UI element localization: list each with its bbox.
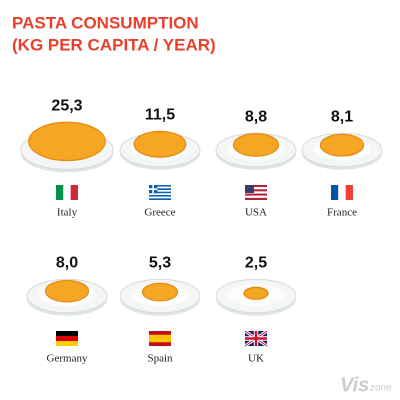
flag-part [149,193,171,195]
chart-subtitle: (KG PER CAPITA / YEAR) [12,35,216,54]
pasta [44,279,90,303]
item: 8,8 USA [215,108,297,219]
category-label: Spain [147,353,173,365]
flag-part [149,188,171,190]
value-label: 8,1 [331,108,353,125]
value-label: 11,5 [145,107,175,124]
watermark: Vis [340,374,369,396]
flag-part [245,185,254,193]
value-label: 8,0 [56,254,78,271]
flag-part [338,185,346,200]
flag-part [149,196,171,199]
category-label: USA [245,207,267,219]
category-label: Italy [57,207,78,219]
flag-part [245,331,267,346]
flag-part [245,189,267,192]
item: 8,0 Germany [26,254,108,365]
category-label: Greece [144,207,175,219]
pasta [232,133,280,157]
flag-part [245,187,267,190]
pasta [243,286,269,300]
pasta [133,130,187,158]
flag-part [70,185,78,200]
category-label: Germany [47,353,88,365]
value-label: 25,3 [51,98,82,115]
flag-part [149,188,158,190]
flag-part [245,185,267,188]
item: 5,3 Spain [119,254,201,365]
flag-part [149,190,171,192]
item: 25,3 Italy [20,98,114,219]
value-label: 8,8 [245,108,267,125]
flag-part [245,193,267,196]
value-label: 2,5 [245,254,267,271]
flag-part [56,185,64,200]
flag-part [63,185,71,200]
flag-part [149,186,171,189]
flag-part [149,198,171,200]
item: 11,5 Greece [119,107,201,219]
flag-part [345,185,353,200]
flag-part [149,191,171,194]
category-label: UK [248,353,264,365]
category-label: France [327,207,357,219]
pasta [28,121,106,162]
pasta [141,282,179,302]
item: 2,5 UK [215,254,297,365]
flag-part [331,185,339,200]
flag-part [245,195,267,198]
value-label: 5,3 [149,254,171,271]
watermark: zone [370,383,392,394]
flag-part [56,336,78,341]
item: 8,1 France [301,108,383,219]
flag-part [56,341,78,346]
flag-part [245,191,267,194]
flag-part [149,195,171,197]
flag-part [245,197,267,200]
chart-title: PASTA CONSUMPTION [12,13,199,32]
flag-part [149,334,171,343]
pasta [319,133,365,157]
flag-part [56,331,78,336]
flag-part [149,185,171,187]
